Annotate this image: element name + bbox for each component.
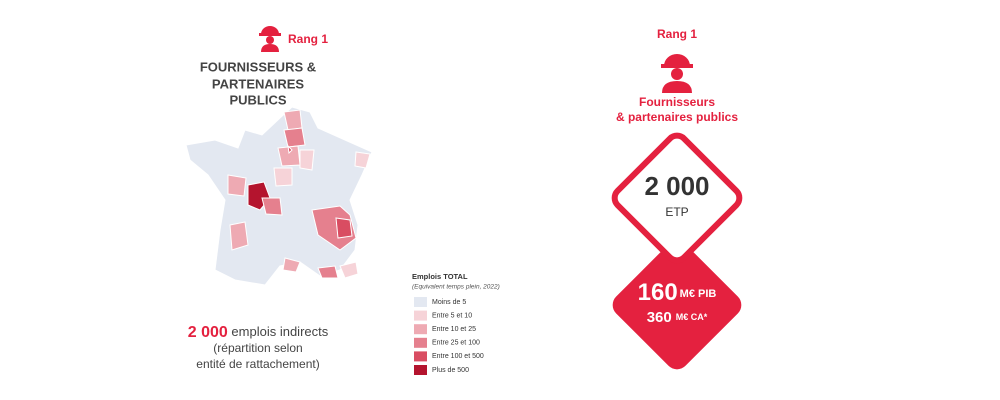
worker-icon xyxy=(259,26,281,52)
legend-label: Plus de 500 xyxy=(432,367,469,374)
kpi-unit: M€ CA* xyxy=(676,312,708,322)
legend-swatch xyxy=(414,365,427,375)
section-title: & partenaires publics xyxy=(616,110,738,124)
legend-subtitle: (Equivalent temps plein, 2022) xyxy=(412,284,500,291)
rank-label: Rang 1 xyxy=(657,27,697,41)
legend-label: Entre 25 et 100 xyxy=(432,340,480,347)
legend-swatch xyxy=(414,337,427,348)
worker-icon xyxy=(661,54,693,93)
kpi-value: 360 xyxy=(647,309,672,326)
caption: (répartition selon xyxy=(213,341,302,355)
kpi-line: 160 M€ PIB xyxy=(638,279,717,306)
section-title: PUBLICS xyxy=(229,92,286,107)
caption-text: emplois indirects xyxy=(231,324,328,339)
legend-swatch xyxy=(414,310,427,321)
legend-label: Moins de 5 xyxy=(432,299,466,306)
kpi-line: 360 M€ CA* xyxy=(647,309,708,326)
section-title: Fournisseurs xyxy=(639,95,715,109)
legend-swatch xyxy=(414,297,427,307)
rank-label: Rang 1 xyxy=(288,32,328,46)
kpi-unit: ETP xyxy=(665,205,688,219)
caption: 2 000 emplois indirects xyxy=(188,324,329,341)
diamond-filled xyxy=(612,240,742,370)
legend-swatch xyxy=(414,324,427,335)
section-title: FOURNISSEURS & xyxy=(200,59,316,74)
kpi-value: 2 000 xyxy=(644,171,709,201)
kpi-unit: M€ PIB xyxy=(680,288,717,300)
caption: entité de rattachement) xyxy=(196,357,319,371)
legend-swatch xyxy=(414,351,427,362)
legend-label: Entre 10 et 25 xyxy=(432,326,476,333)
legend-label: Entre 5 et 10 xyxy=(432,312,472,319)
france-map xyxy=(185,106,373,286)
diamond-outline xyxy=(611,132,743,264)
legend: Moins de 5 Entre 5 et 10 Entre 10 et 25 Ent… xyxy=(414,297,484,375)
legend-label: Entre 100 et 500 xyxy=(432,353,484,360)
section-title: PARTENAIRES xyxy=(212,76,305,91)
kpi-value: 160 xyxy=(638,279,678,306)
legend-title: Emplois TOTAL xyxy=(412,272,468,281)
caption-highlight: 2 000 xyxy=(188,324,228,341)
